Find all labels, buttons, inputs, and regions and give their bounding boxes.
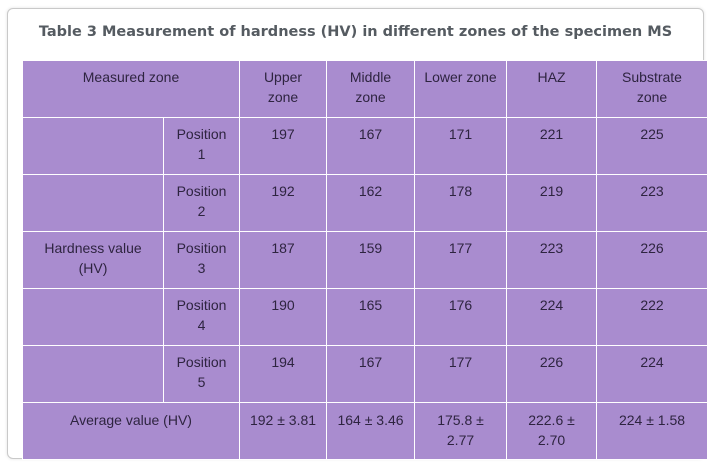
value-cell: 224 xyxy=(506,288,598,346)
table-caption: Table 3 Measurement of hardness (HV) in … xyxy=(38,24,673,40)
value-cell: 187 xyxy=(239,231,328,289)
value-cell: 176 xyxy=(414,288,508,346)
empty-group-cell xyxy=(22,345,164,403)
value-cell: 190 xyxy=(239,288,328,346)
value-cell: 162 xyxy=(326,174,416,232)
average-cell: 164 ± 3.46 xyxy=(326,402,416,460)
value-cell: 224 xyxy=(596,345,709,403)
average-value-line: 192 ± 3.81 xyxy=(249,412,317,428)
value-cell: 197 xyxy=(239,117,328,175)
value-cell: 223 xyxy=(506,231,598,289)
position-word: Position xyxy=(176,240,227,256)
average-cell: 224 ± 1.58 xyxy=(596,402,709,460)
hardness-value-label: Hardness value (HV) xyxy=(22,231,164,289)
value-cell: 222 xyxy=(596,288,709,346)
value-cell: 221 xyxy=(506,117,598,175)
position-number: 2 xyxy=(197,203,206,219)
position-word: Position xyxy=(176,354,227,370)
position-word: Position xyxy=(176,183,227,199)
value-cell: 223 xyxy=(596,174,709,232)
empty-group-cell xyxy=(22,174,164,232)
value-cell: 167 xyxy=(326,117,416,175)
average-value-line: 2.77 xyxy=(446,432,475,448)
empty-group-cell xyxy=(22,117,164,175)
position-number: 3 xyxy=(197,260,206,276)
header-lower-zone: Lower zone xyxy=(414,60,508,118)
position-label: Position 2 xyxy=(162,174,241,232)
value-cell: 165 xyxy=(326,288,416,346)
position-word: Position xyxy=(176,126,227,142)
header-middle-zone: Middle zone xyxy=(326,60,416,118)
average-value-line: 164 ± 3.46 xyxy=(337,412,404,428)
value-cell: 177 xyxy=(414,345,508,403)
header-row: Measured zone Upper zone Middle zone Lower… xyxy=(21,60,709,118)
header-cell-line: zone xyxy=(636,89,668,105)
value-cell: 194 xyxy=(239,345,328,403)
position-number: 4 xyxy=(197,317,206,333)
average-cell: 222.6 ± 2.70 xyxy=(506,402,598,460)
average-value-line: 224 ± 1.58 xyxy=(618,412,686,428)
position-label: Position 4 xyxy=(162,288,241,346)
header-cell-line: zone xyxy=(267,89,299,105)
average-cell: 192 ± 3.81 xyxy=(239,402,328,460)
header-cell-line: Substrate xyxy=(622,69,682,85)
header-upper-zone: Upper zone xyxy=(239,60,328,118)
header-cell-line: zone xyxy=(355,89,386,105)
header-cell-line: HAZ xyxy=(537,69,566,85)
header-cell-line: Lower zone xyxy=(424,69,497,85)
header-cell-line: Upper xyxy=(263,69,303,85)
header-substrate-zone: Substrate zone xyxy=(596,60,709,118)
value-cell: 225 xyxy=(596,117,709,175)
average-label: Average value (HV) xyxy=(21,402,241,460)
value-cell: 178 xyxy=(414,174,508,232)
table-row: Position 5 194 167 177 226 224 xyxy=(22,345,709,403)
table-row: Position 4 190 165 176 224 222 xyxy=(22,288,709,346)
position-label: Position 3 xyxy=(162,231,241,289)
group-label-line: (HV) xyxy=(78,260,108,276)
header-measured-zone: Measured zone xyxy=(21,60,241,118)
average-value-line: 175.8 ± xyxy=(437,412,484,428)
value-cell: 192 xyxy=(239,174,328,232)
table-row: Position 1 197 167 171 221 225 xyxy=(22,117,709,175)
position-label: Position 1 xyxy=(162,117,241,175)
value-cell: 171 xyxy=(414,117,508,175)
value-cell: 226 xyxy=(506,345,598,403)
position-number: 1 xyxy=(197,146,206,162)
position-word: Position xyxy=(176,297,227,313)
hardness-table: Measured zone Upper zone Middle zone Lower… xyxy=(21,60,709,460)
average-value-line: 222.6 ± xyxy=(528,412,575,428)
table-row: Position 2 192 162 178 219 223 xyxy=(22,174,709,232)
group-label-line: Hardness value xyxy=(44,240,142,256)
value-cell: 159 xyxy=(326,231,416,289)
average-value-line: 2.70 xyxy=(537,432,566,448)
value-cell: 226 xyxy=(596,231,709,289)
value-cell: 177 xyxy=(414,231,508,289)
table-row: Hardness value (HV) Position 3 187 159 177… xyxy=(22,231,709,289)
header-haz: HAZ xyxy=(506,60,598,118)
average-cell: 175.8 ± 2.77 xyxy=(414,402,508,460)
value-cell: 167 xyxy=(326,345,416,403)
header-cell-line: Middle xyxy=(349,69,392,85)
position-number: 5 xyxy=(197,374,206,390)
position-label: Position 5 xyxy=(162,345,241,403)
average-row: Average value (HV) 192 ± 3.81 164 ± 3.46… xyxy=(21,402,709,460)
table-frame: Table 3 Measurement of hardness (HV) in … xyxy=(7,8,709,460)
empty-group-cell xyxy=(22,288,164,346)
value-cell: 219 xyxy=(506,174,598,232)
